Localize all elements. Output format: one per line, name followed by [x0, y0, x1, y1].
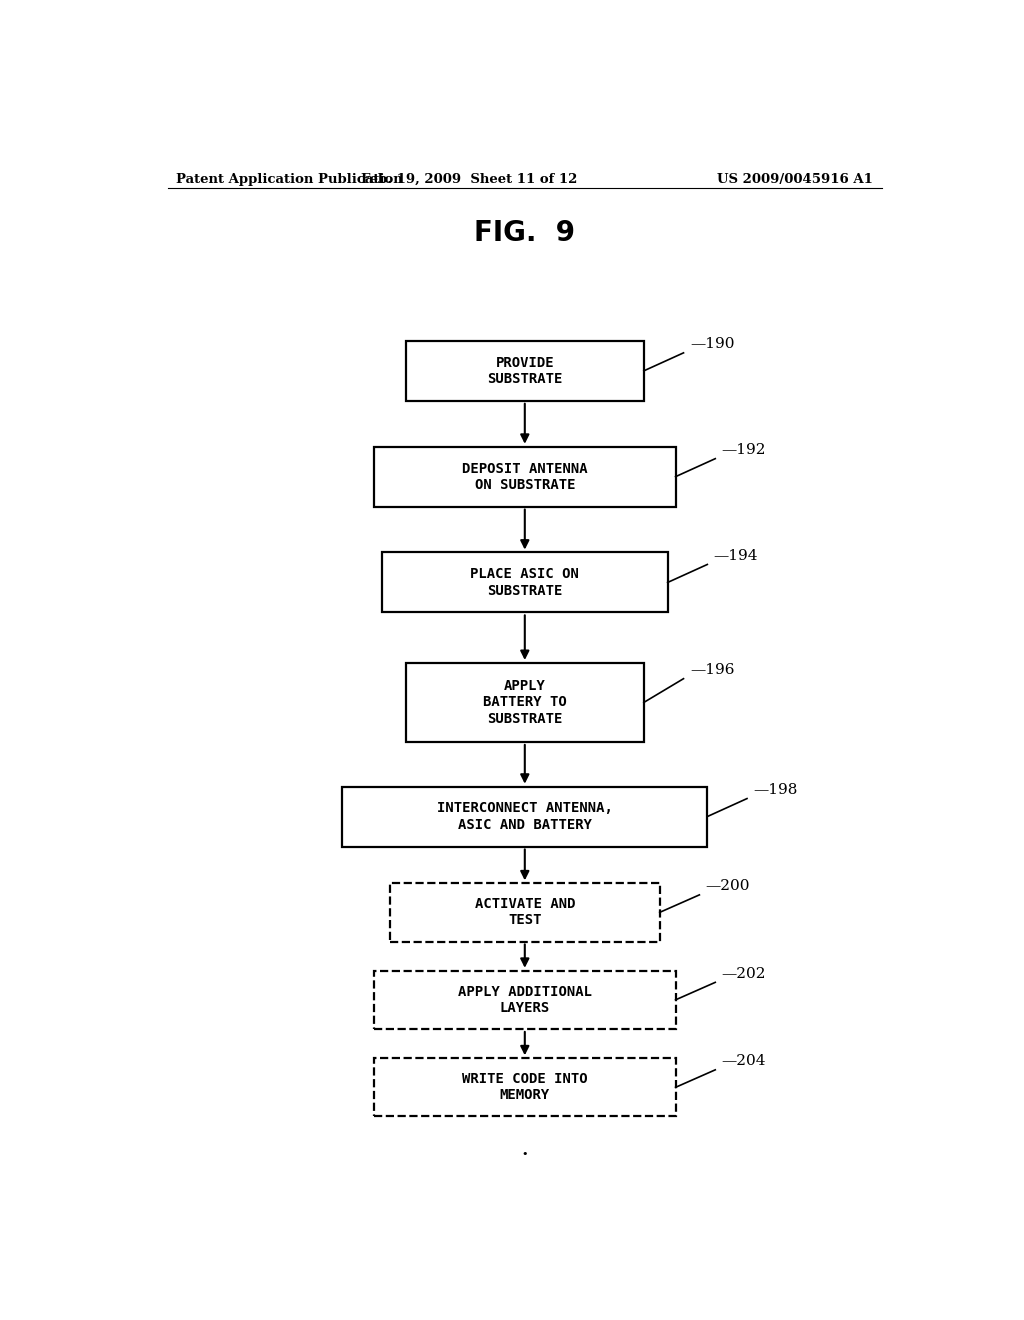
FancyBboxPatch shape [342, 787, 708, 846]
Text: APPLY
BATTERY TO
SUBSTRATE: APPLY BATTERY TO SUBSTRATE [483, 680, 566, 726]
Text: —190: —190 [690, 337, 734, 351]
Text: •: • [521, 1148, 528, 1159]
Text: —192: —192 [722, 444, 766, 457]
Text: Feb. 19, 2009  Sheet 11 of 12: Feb. 19, 2009 Sheet 11 of 12 [361, 173, 578, 186]
Text: Patent Application Publication: Patent Application Publication [176, 173, 402, 186]
Text: APPLY ADDITIONAL
LAYERS: APPLY ADDITIONAL LAYERS [458, 985, 592, 1015]
Text: —202: —202 [722, 966, 766, 981]
Text: DEPOSIT ANTENNA
ON SUBSTRATE: DEPOSIT ANTENNA ON SUBSTRATE [462, 462, 588, 492]
Text: INTERCONNECT ANTENNA,
ASIC AND BATTERY: INTERCONNECT ANTENNA, ASIC AND BATTERY [437, 801, 612, 832]
Text: —196: —196 [690, 663, 734, 677]
FancyBboxPatch shape [374, 970, 676, 1030]
Text: —194: —194 [714, 549, 758, 562]
Text: PLACE ASIC ON
SUBSTRATE: PLACE ASIC ON SUBSTRATE [470, 568, 580, 598]
FancyBboxPatch shape [382, 553, 668, 612]
Text: FIG.  9: FIG. 9 [474, 219, 575, 247]
FancyBboxPatch shape [390, 883, 659, 941]
FancyBboxPatch shape [406, 663, 644, 742]
Text: PROVIDE
SUBSTRATE: PROVIDE SUBSTRATE [487, 356, 562, 385]
FancyBboxPatch shape [374, 1059, 676, 1117]
FancyBboxPatch shape [406, 341, 644, 401]
Text: ACTIVATE AND
TEST: ACTIVATE AND TEST [474, 898, 575, 928]
FancyBboxPatch shape [374, 446, 676, 507]
Text: WRITE CODE INTO
MEMORY: WRITE CODE INTO MEMORY [462, 1072, 588, 1102]
Text: US 2009/0045916 A1: US 2009/0045916 A1 [717, 173, 872, 186]
Text: —198: —198 [754, 783, 798, 797]
Text: —204: —204 [722, 1055, 766, 1068]
Text: —200: —200 [706, 879, 751, 894]
